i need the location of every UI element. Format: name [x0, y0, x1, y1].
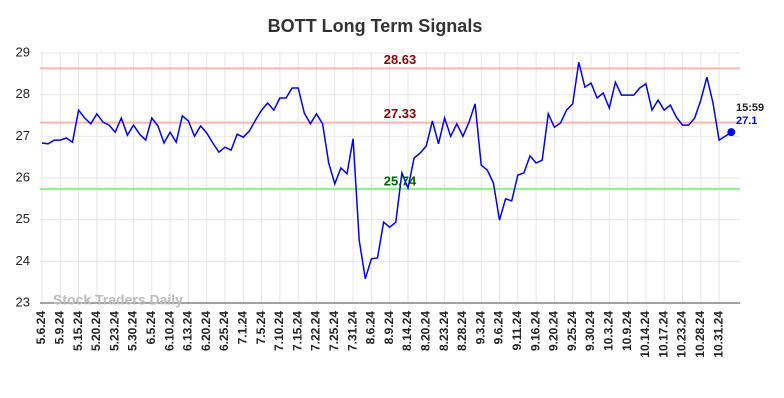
x-tick-label: 5.6.24	[34, 311, 48, 345]
y-tick-label: 25	[16, 211, 30, 226]
x-tick-label: 6.25.24	[217, 311, 231, 351]
x-tick-label: 7.1.24	[235, 311, 249, 345]
x-tick-label: 10.14.24	[638, 311, 652, 358]
x-tick-label: 10.28.24	[693, 311, 707, 358]
x-tick-label: 5.23.24	[107, 311, 121, 351]
x-tick-label: 8.20.24	[418, 311, 432, 351]
watermark: Stock Traders Daily	[53, 292, 183, 308]
x-tick-label: 5.30.24	[126, 311, 140, 351]
x-tick-label: 5.20.24	[89, 311, 103, 351]
x-tick-label: 5.9.24	[52, 311, 66, 345]
x-tick-label: 10.17.24	[656, 311, 670, 358]
y-tick-label: 26	[16, 169, 30, 184]
last-point	[727, 128, 736, 137]
x-tick-label: 6.13.24	[181, 311, 195, 351]
x-tick-label: 6.20.24	[199, 311, 213, 351]
x-tick-label: 10.23.24	[675, 311, 689, 358]
x-tick-label: 7.22.24	[309, 311, 323, 351]
x-tick-label: 10.9.24	[620, 311, 634, 351]
x-tick-label: 8.14.24	[400, 311, 414, 351]
x-tick-label: 5.15.24	[71, 311, 85, 351]
x-tick-label: 9.3.24	[473, 311, 487, 345]
x-tick-label: 9.25.24	[565, 311, 579, 351]
x-tick-label: 8.23.24	[437, 311, 451, 351]
time-label: 15:59	[736, 102, 764, 114]
x-tick-label: 8.9.24	[382, 311, 396, 345]
last-value-label: 27.1	[736, 115, 757, 127]
x-tick-label: 9.16.24	[528, 311, 542, 351]
x-tick-label: 7.10.24	[272, 311, 286, 351]
x-tick-label: 9.6.24	[492, 311, 506, 345]
x-tick-label: 9.11.24	[510, 311, 524, 351]
x-tick-label: 7.5.24	[254, 311, 268, 345]
x-tick-label: 10.3.24	[601, 311, 615, 351]
y-tick-label: 28	[16, 86, 30, 101]
y-tick-label: 24	[16, 253, 30, 268]
signal-label: 25.74	[384, 173, 417, 188]
y-tick-label: 29	[16, 44, 30, 59]
x-tick-label: 8.6.24	[364, 311, 378, 345]
chart-title: BOTT Long Term Signals	[268, 16, 483, 36]
x-tick-label: 10.31.24	[711, 311, 725, 358]
x-tick-label: 7.31.24	[345, 311, 359, 351]
x-tick-label: 9.30.24	[583, 311, 597, 351]
y-tick-label: 27	[16, 128, 30, 143]
x-tick-label: 7.15.24	[290, 311, 304, 351]
x-tick-label: 7.25.24	[327, 311, 341, 351]
x-tick-label: 8.28.24	[455, 311, 469, 351]
x-tick-label: 6.5.24	[144, 311, 158, 345]
y-tick-label: 23	[16, 294, 30, 309]
signal-label: 27.33	[384, 106, 417, 121]
signal-label: 28.63	[384, 52, 417, 67]
x-tick-label: 9.20.24	[547, 311, 561, 351]
x-tick-label: 6.10.24	[162, 311, 176, 351]
price-line	[41, 62, 732, 280]
